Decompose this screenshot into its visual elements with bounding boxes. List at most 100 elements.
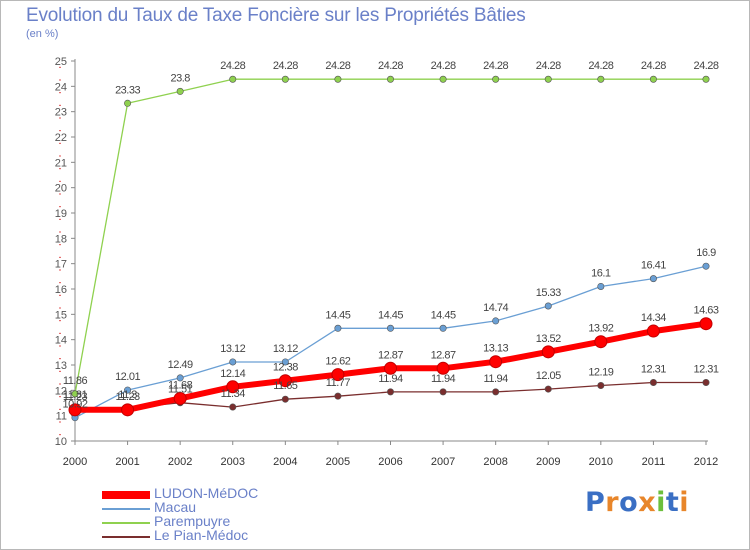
- x-tick-label: 2004: [273, 456, 297, 468]
- y-tick-label: 23: [55, 107, 67, 119]
- data-label: 11.86: [63, 375, 88, 387]
- logo-letter: i: [679, 487, 690, 518]
- data-point: [176, 87, 184, 95]
- data-label: 11.77: [326, 377, 351, 389]
- data-point: [334, 324, 342, 332]
- x-tick-label: 2010: [589, 456, 613, 468]
- data-label: 24.28: [641, 60, 666, 72]
- data-label: 11.94: [378, 373, 403, 385]
- y-tick-label: 15: [55, 309, 67, 321]
- data-label: 12.31: [693, 363, 718, 375]
- legend-swatch: [102, 536, 150, 538]
- legend-swatch: [102, 491, 150, 499]
- data-point: [386, 75, 394, 83]
- data-label: 23.33: [115, 84, 140, 96]
- legend-swatch: [102, 522, 150, 524]
- x-tick-label: 2005: [326, 456, 350, 468]
- data-label: 11.34: [221, 388, 246, 400]
- x-tick-label: 2007: [431, 456, 455, 468]
- y-tick-label: 24: [55, 81, 67, 93]
- y-tick-label: 20: [55, 183, 67, 195]
- data-point: [544, 75, 552, 83]
- y-tick-label: 19: [55, 208, 67, 220]
- data-label: 24.28: [693, 60, 718, 72]
- data-label: 11.65: [273, 380, 298, 392]
- data-label: 11.68: [168, 379, 193, 391]
- data-label: 13.12: [220, 343, 245, 355]
- x-tick-label: 2009: [536, 456, 560, 468]
- data-label: 12.31: [641, 363, 666, 375]
- x-tick-label: 2001: [115, 456, 139, 468]
- data-label: 15.33: [536, 287, 561, 299]
- y-tick-label: 16: [55, 284, 67, 296]
- data-label: 24.28: [378, 60, 403, 72]
- y-tick-label: 11: [56, 411, 67, 423]
- data-point: [281, 358, 289, 366]
- y-tick-label: 10: [55, 436, 67, 448]
- data-label: 23.8: [170, 72, 190, 84]
- data-label: 13.12: [273, 343, 298, 355]
- data-point: [229, 75, 237, 83]
- data-label: 12.38: [273, 362, 298, 374]
- data-label: 11.31: [63, 389, 88, 401]
- data-label: 12.87: [378, 349, 403, 361]
- legend-label: Macau: [154, 499, 197, 515]
- data-point: [386, 324, 394, 332]
- data-point: [649, 275, 657, 283]
- data-label: 16.41: [641, 260, 666, 272]
- data-label: 12.19: [588, 367, 613, 379]
- data-label: 12.14: [220, 368, 245, 380]
- data-point: [702, 262, 710, 270]
- logo-letter: P: [585, 487, 606, 518]
- data-label: 11.23: [63, 391, 88, 403]
- data-label: 13.92: [588, 323, 613, 335]
- data-point: [173, 391, 187, 405]
- data-point: [439, 75, 447, 83]
- data-point: [68, 403, 82, 417]
- data-label: 14.74: [483, 302, 508, 314]
- data-label: 24.28: [483, 60, 508, 72]
- logo-letter: r: [605, 487, 620, 518]
- data-label: 14.45: [325, 309, 350, 321]
- y-tick-label: 22: [55, 132, 67, 144]
- y-tick-label: 12: [55, 385, 67, 397]
- data-point: [331, 368, 345, 382]
- data-label: 14.63: [693, 305, 718, 317]
- x-tick-label: 2012: [694, 456, 718, 468]
- data-label: 12.87: [431, 349, 456, 361]
- data-point: [594, 335, 608, 349]
- data-label: 24.28: [431, 60, 456, 72]
- proxiti-logo: Proxiti: [585, 487, 689, 518]
- y-tick-label: 13: [55, 360, 67, 372]
- legend-swatch: [102, 508, 150, 510]
- logo-letter: x: [638, 487, 657, 518]
- data-point: [334, 392, 342, 400]
- data-label: 11.23: [115, 391, 140, 403]
- data-label: 14.45: [378, 309, 403, 321]
- data-point: [646, 324, 660, 338]
- logo-letter: i: [656, 487, 666, 518]
- data-point: [229, 358, 237, 366]
- x-tick-label: 2003: [221, 456, 245, 468]
- data-point: [699, 317, 713, 331]
- data-point: [489, 355, 503, 369]
- data-point: [278, 374, 292, 388]
- data-point: [226, 380, 240, 394]
- x-tick-label: 2002: [168, 456, 192, 468]
- chart-unit-label: (en %): [26, 28, 59, 40]
- data-label: 11.51: [168, 384, 193, 396]
- data-label: 16.1: [591, 267, 611, 279]
- legend-label: Le Pian-Médoc: [154, 527, 249, 543]
- data-point: [702, 378, 710, 386]
- data-point: [281, 395, 289, 403]
- data-label: 24.28: [220, 60, 245, 72]
- data-label: 12.62: [325, 356, 350, 368]
- data-point: [649, 75, 657, 83]
- x-tick-label: 2006: [378, 456, 402, 468]
- y-tick-label: 25: [55, 56, 67, 68]
- data-label: 24.28: [588, 60, 613, 72]
- data-label: 12.49: [168, 359, 193, 371]
- data-label: 11.3: [118, 389, 137, 401]
- x-tick-label: 2011: [642, 456, 666, 468]
